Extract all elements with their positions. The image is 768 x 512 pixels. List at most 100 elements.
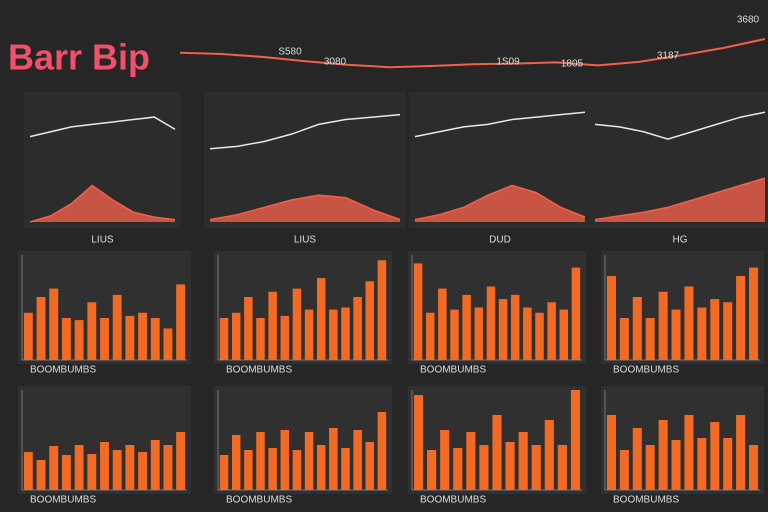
bar	[365, 442, 375, 490]
bar	[486, 286, 496, 360]
bar	[425, 312, 435, 360]
line	[414, 184, 586, 221]
bar	[505, 442, 515, 490]
x-axis-label: LIUS	[294, 235, 317, 246]
bar	[492, 415, 502, 490]
bar	[619, 450, 629, 490]
bar	[606, 276, 616, 360]
bar	[74, 445, 84, 490]
bar	[329, 309, 338, 360]
bar	[87, 454, 97, 490]
bar	[138, 452, 148, 490]
line	[29, 184, 176, 223]
bar	[749, 445, 759, 490]
bar	[570, 390, 581, 490]
bar	[498, 299, 508, 360]
line	[594, 177, 766, 221]
bar	[645, 445, 655, 490]
bar	[353, 297, 362, 360]
bar	[547, 302, 556, 360]
bar	[112, 294, 122, 360]
bar	[453, 448, 463, 490]
bar	[292, 450, 302, 490]
bar	[559, 309, 569, 360]
bar	[632, 428, 642, 490]
bar	[280, 315, 290, 360]
bar	[518, 432, 528, 490]
bar	[571, 267, 581, 360]
x-axis-label: BOOMBUMBS	[613, 495, 679, 506]
bar	[61, 318, 71, 360]
x-axis-label: HG	[673, 235, 688, 246]
annotation: 1S09	[496, 57, 520, 68]
bar	[697, 438, 707, 490]
bar	[684, 415, 694, 490]
bar	[219, 455, 229, 490]
bar	[231, 435, 241, 490]
bar	[316, 445, 326, 490]
bar	[697, 307, 707, 360]
bar	[619, 318, 629, 360]
bar	[645, 318, 655, 360]
bar	[474, 307, 484, 360]
bar	[292, 288, 302, 360]
bar	[671, 309, 681, 360]
x-axis-label: BOOMBUMBS	[613, 365, 679, 376]
bar	[736, 415, 746, 490]
x-axis-label: BOOMBUMBS	[30, 365, 96, 376]
bar	[413, 263, 423, 360]
bar	[658, 291, 668, 360]
bar	[125, 445, 135, 490]
area	[210, 195, 400, 222]
bar	[100, 318, 109, 360]
bar	[138, 312, 148, 360]
bar	[544, 420, 554, 490]
bar	[671, 440, 681, 490]
bar	[462, 294, 471, 360]
x-axis-label: BOOMBUMBS	[30, 495, 96, 506]
bar	[353, 430, 362, 490]
line	[179, 38, 766, 69]
bar	[377, 412, 387, 490]
bar	[710, 299, 720, 360]
bar	[749, 267, 759, 360]
line	[209, 113, 401, 150]
bar	[112, 450, 122, 490]
line	[414, 111, 586, 138]
bar	[438, 288, 447, 360]
panel	[214, 386, 392, 494]
x-axis-label: BOOMBUMBS	[226, 365, 292, 376]
bar	[377, 260, 387, 360]
dashboard-title: Barr Bip	[8, 37, 150, 78]
bar	[150, 318, 160, 360]
bar	[150, 440, 160, 490]
area	[30, 185, 175, 222]
annotation: 1805	[561, 59, 584, 70]
x-axis-label: BOOMBUMBS	[226, 495, 292, 506]
annotation: 3080	[324, 57, 347, 68]
bar	[632, 297, 642, 360]
bar	[440, 430, 450, 490]
bar	[710, 422, 720, 490]
bar	[280, 430, 290, 490]
bar	[304, 432, 314, 490]
bar	[329, 428, 338, 490]
bar	[256, 318, 265, 360]
line	[29, 116, 176, 138]
bar	[413, 395, 424, 490]
bar	[176, 284, 186, 360]
bar	[341, 448, 350, 490]
line	[209, 194, 401, 221]
bar	[510, 294, 520, 360]
bar	[49, 446, 59, 490]
bar	[268, 448, 277, 490]
panel	[214, 251, 392, 364]
annotation: S580	[278, 47, 302, 58]
bar	[36, 297, 46, 360]
bar	[723, 302, 733, 360]
bar	[100, 442, 109, 490]
x-axis-label: LIUS	[91, 235, 114, 246]
bar	[736, 276, 746, 360]
bar	[36, 460, 46, 490]
